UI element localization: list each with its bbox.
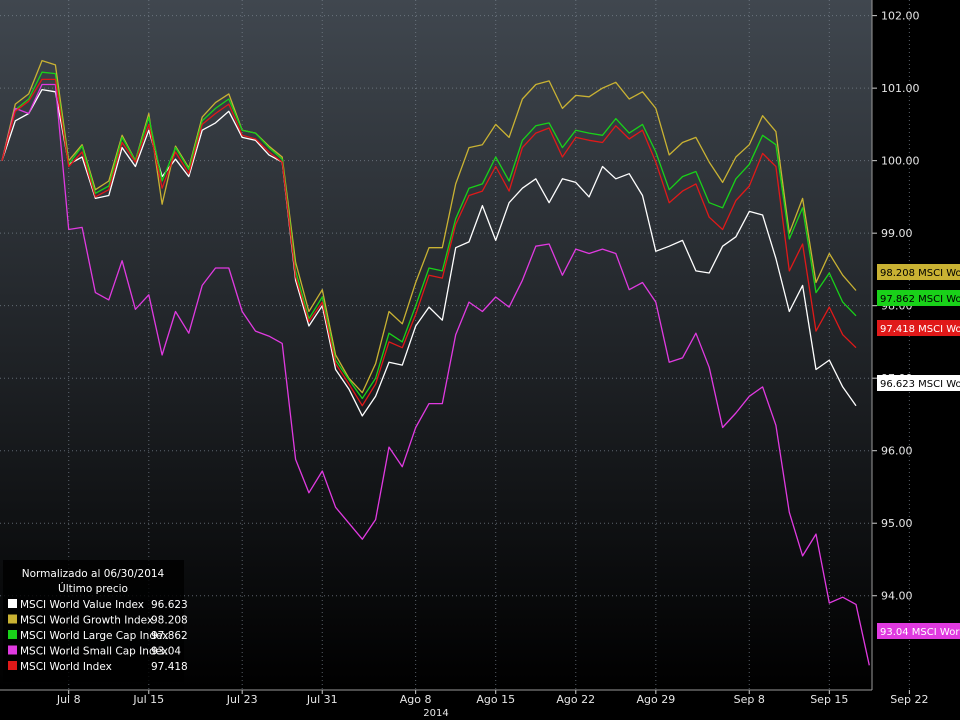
grid (0, 0, 910, 690)
legend-swatch (8, 614, 17, 624)
legend-series-last: 98.208 (151, 615, 188, 627)
x-tick-label: Jul 8 (56, 693, 81, 706)
legend-series-name: MSCI World Growth Index (20, 615, 153, 627)
x-tick-label: Ago 22 (556, 693, 595, 706)
legend-series-name: MSCI World Small Cap Index (20, 646, 168, 658)
tag-label: 97.418 MSCI Worl (880, 324, 960, 335)
legend-swatch (8, 661, 17, 670)
last-value-tag-msci-world-growth-index: 98.208 MSCI Worl (877, 264, 960, 280)
x-axis-label: 2014 (423, 708, 448, 719)
y-tick-label: 100.00 (881, 155, 920, 168)
tag-label: 93.04 MSCI Worl (880, 627, 960, 638)
legend-series-last: 96.623 (151, 599, 188, 611)
legend-swatch (8, 645, 17, 655)
tag-background (877, 623, 960, 639)
series-line-msci-world-growth-index (1, 59, 857, 394)
x-tick-label: Sep 8 (734, 693, 765, 706)
tag-label: 96.623 MSCI Worl (880, 379, 960, 390)
y-tick-label: 96.00 (881, 445, 913, 458)
series (1, 59, 870, 666)
x-tick-label: Jul 15 (132, 693, 164, 706)
legend-series-last: 93.04 (151, 646, 181, 658)
tag-background (877, 320, 960, 336)
last-value-tags: 96.623 MSCI Worl 98.208 MSCI Worl 97.862 M… (877, 264, 960, 639)
tag-background (877, 290, 960, 306)
series-line-msci-world-index (1, 78, 857, 407)
last-value-tag-msci-world-large-cap-index: 97.862 MSCI Worl (877, 290, 960, 306)
bottom-axis-panel (0, 690, 872, 720)
series-line-msci-world-value-index (1, 88, 857, 417)
y-axis: 102.00101.00100.0099.0098.0097.0096.0095… (871, 0, 920, 690)
y-tick-label: 99.00 (881, 227, 913, 240)
last-value-tag-msci-world-index: 97.418 MSCI Worl (877, 320, 960, 336)
x-tick-label: Ago 29 (636, 693, 675, 706)
legend-swatch (8, 630, 17, 639)
legend-item: MSCI World Index 97.418 (8, 661, 188, 673)
x-tick-label: Ago 15 (476, 693, 515, 706)
legend-series-name: MSCI World Value Index (20, 599, 144, 611)
legend-item: MSCI World Value Index 96.623 (8, 599, 188, 611)
x-axis: Jul 8 Jul 15 Jul 23 Jul 31 Ago 8 Ago 15 Ago 22… (0, 689, 928, 706)
legend-series-name: MSCI World Index (20, 661, 112, 673)
legend-series-last: 97.418 (151, 661, 188, 673)
last-value-tag-msci-world-small-cap-index: 93.04 MSCI Worl (877, 623, 960, 639)
x-tick-label: Sep 22 (890, 693, 928, 706)
x-tick-label: Sep 15 (810, 693, 848, 706)
right-axis-panel (872, 0, 960, 720)
tag-background (877, 264, 960, 280)
legend-header-line-2: Último precio (58, 582, 128, 595)
y-tick-label: 101.00 (881, 82, 920, 95)
y-tick-label: 94.00 (881, 590, 913, 603)
legend-series-name: MSCI World Large Cap Index (20, 630, 168, 642)
series-line-msci-world-small-cap-index (1, 83, 870, 666)
y-tick-label: 102.00 (881, 10, 920, 23)
legend: Normalizado al 06/30/2014 Último precio … (3, 560, 188, 682)
x-tick-label: Jul 23 (226, 693, 258, 706)
legend-header-line-1: Normalizado al 06/30/2014 (22, 568, 165, 580)
series-line-msci-world-large-cap-index (1, 71, 857, 400)
legend-series-last: 97.862 (151, 630, 188, 642)
y-tick-label: 95.00 (881, 517, 913, 530)
x-tick-label: Ago 8 (400, 693, 432, 706)
tag-background (877, 375, 960, 391)
tag-label: 97.862 MSCI Worl (880, 294, 960, 305)
legend-swatch (8, 599, 17, 608)
tag-label: 98.208 MSCI Worl (880, 268, 960, 279)
x-tick-label: Jul 31 (306, 693, 338, 706)
last-value-tag-msci-world-value-index: 96.623 MSCI Worl (877, 375, 960, 391)
legend-items: MSCI World Value Index 96.623 MSCI World G… (8, 599, 188, 673)
legend-box (3, 560, 184, 682)
